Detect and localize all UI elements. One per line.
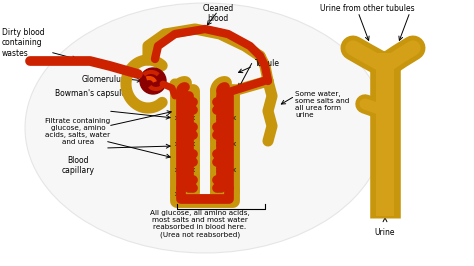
Text: Urine from other tubules: Urine from other tubules [320,4,415,13]
Text: Filtrate containing
glucose, amino
acids, salts, water
and urea: Filtrate containing glucose, amino acids… [46,118,110,145]
Text: Bowman's capsule: Bowman's capsule [55,89,126,98]
Text: Glomerulus: Glomerulus [82,74,126,84]
Text: Urine: Urine [375,228,395,237]
Text: Tubule: Tubule [255,59,280,68]
Text: Cleaned
blood: Cleaned blood [202,4,234,23]
Text: Dirty blood
containing
wastes: Dirty blood containing wastes [2,28,45,58]
Text: Blood
capillary: Blood capillary [62,156,94,175]
Text: All glucose, all amino acids,
most salts and most water
reabsorbed in blood here: All glucose, all amino acids, most salts… [150,210,250,238]
Text: Some water,
some salts and
all urea form
urine: Some water, some salts and all urea form… [295,91,349,118]
Circle shape [140,68,166,94]
Ellipse shape [25,3,385,253]
